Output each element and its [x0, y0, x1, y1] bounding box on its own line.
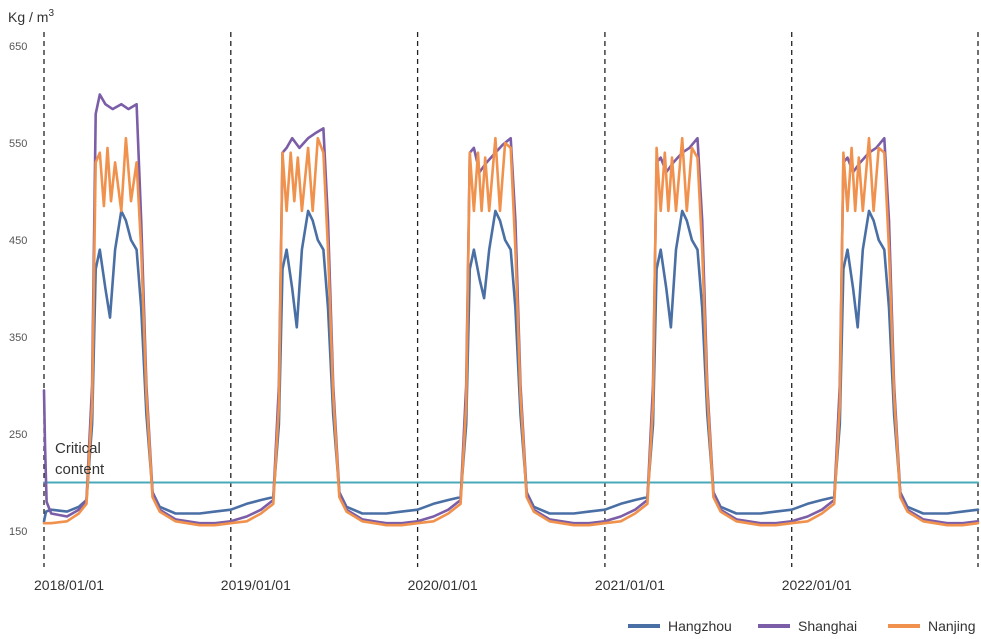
x-axis: 2018/01/01 2019/01/01 2020/01/01 2021/01/01…	[34, 577, 852, 593]
y-tick-label-250: 250	[9, 429, 27, 441]
annotation: Critical content	[55, 440, 105, 478]
y-tick-label-650: 650	[9, 41, 27, 53]
y-tick-label-350: 350	[9, 332, 27, 344]
x-tick-label-1: 2018/01/01	[34, 577, 104, 593]
x-tick-label-3: 2020/01/01	[408, 577, 478, 593]
legend-label-shanghai: Shanghai	[798, 618, 857, 634]
series-line-hangzhou	[42, 209, 980, 523]
y-tick-label-150: 150	[9, 526, 27, 538]
y-axis-label-superscript: 3	[48, 8, 54, 19]
gridlines	[43, 32, 979, 567]
annotation-line-1: Critical	[55, 440, 101, 457]
annotation-line-2: content	[55, 461, 105, 478]
y-axis: Kg / m3 150 250 350 450 550 650	[8, 8, 54, 538]
y-tick-label-550: 550	[9, 138, 27, 150]
legend: Hangzhou Shanghai Nanjing	[628, 618, 975, 634]
y-axis-label-text: Kg / m	[8, 9, 48, 25]
x-tick-label-2: 2019/01/01	[221, 577, 291, 593]
plot-series	[42, 93, 980, 527]
x-tick-label-5: 2022/01/01	[782, 577, 852, 593]
y-tick-label-450: 450	[9, 235, 27, 247]
y-axis-label: Kg / m3	[8, 8, 54, 25]
legend-label-nanjing: Nanjing	[928, 618, 975, 634]
series-line-nanjing	[42, 136, 980, 527]
legend-label-hangzhou: Hangzhou	[668, 618, 732, 634]
x-tick-label-4: 2021/01/01	[595, 577, 665, 593]
